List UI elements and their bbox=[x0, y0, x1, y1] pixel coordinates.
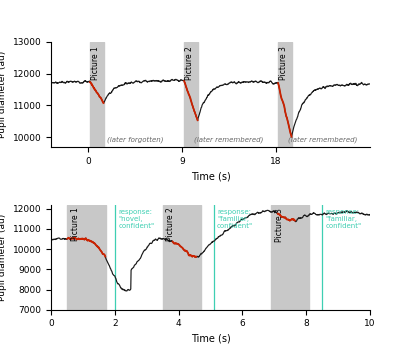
Text: (later remembered): (later remembered) bbox=[288, 136, 358, 143]
Text: response:
"novel,
confident": response: "novel, confident" bbox=[118, 209, 155, 229]
Text: Picture 3: Picture 3 bbox=[275, 208, 284, 242]
Text: (later remembered): (later remembered) bbox=[194, 136, 263, 143]
Y-axis label: Pupil diameter (au): Pupil diameter (au) bbox=[0, 51, 7, 138]
Text: Picture 3: Picture 3 bbox=[279, 46, 289, 80]
X-axis label: Time (s): Time (s) bbox=[191, 334, 231, 344]
Bar bbox=[184, 42, 198, 147]
Bar bbox=[278, 42, 291, 147]
Bar bbox=[271, 205, 309, 310]
Text: Picture 1: Picture 1 bbox=[91, 46, 100, 80]
Bar bbox=[90, 42, 104, 147]
Y-axis label: Pupil diameter (au): Pupil diameter (au) bbox=[0, 214, 7, 301]
X-axis label: Time (s): Time (s) bbox=[191, 171, 231, 181]
Text: Picture 2: Picture 2 bbox=[166, 208, 175, 242]
Text: response:
"familiar,
confident": response: "familiar, confident" bbox=[217, 209, 253, 229]
Text: Picture 2: Picture 2 bbox=[185, 46, 194, 80]
Bar bbox=[67, 205, 106, 310]
Text: (later forgotten): (later forgotten) bbox=[107, 136, 163, 143]
Bar bbox=[163, 205, 201, 310]
Text: Picture 1: Picture 1 bbox=[71, 208, 80, 242]
Text: response:
"familiar,
confident": response: "familiar, confident" bbox=[326, 209, 361, 229]
